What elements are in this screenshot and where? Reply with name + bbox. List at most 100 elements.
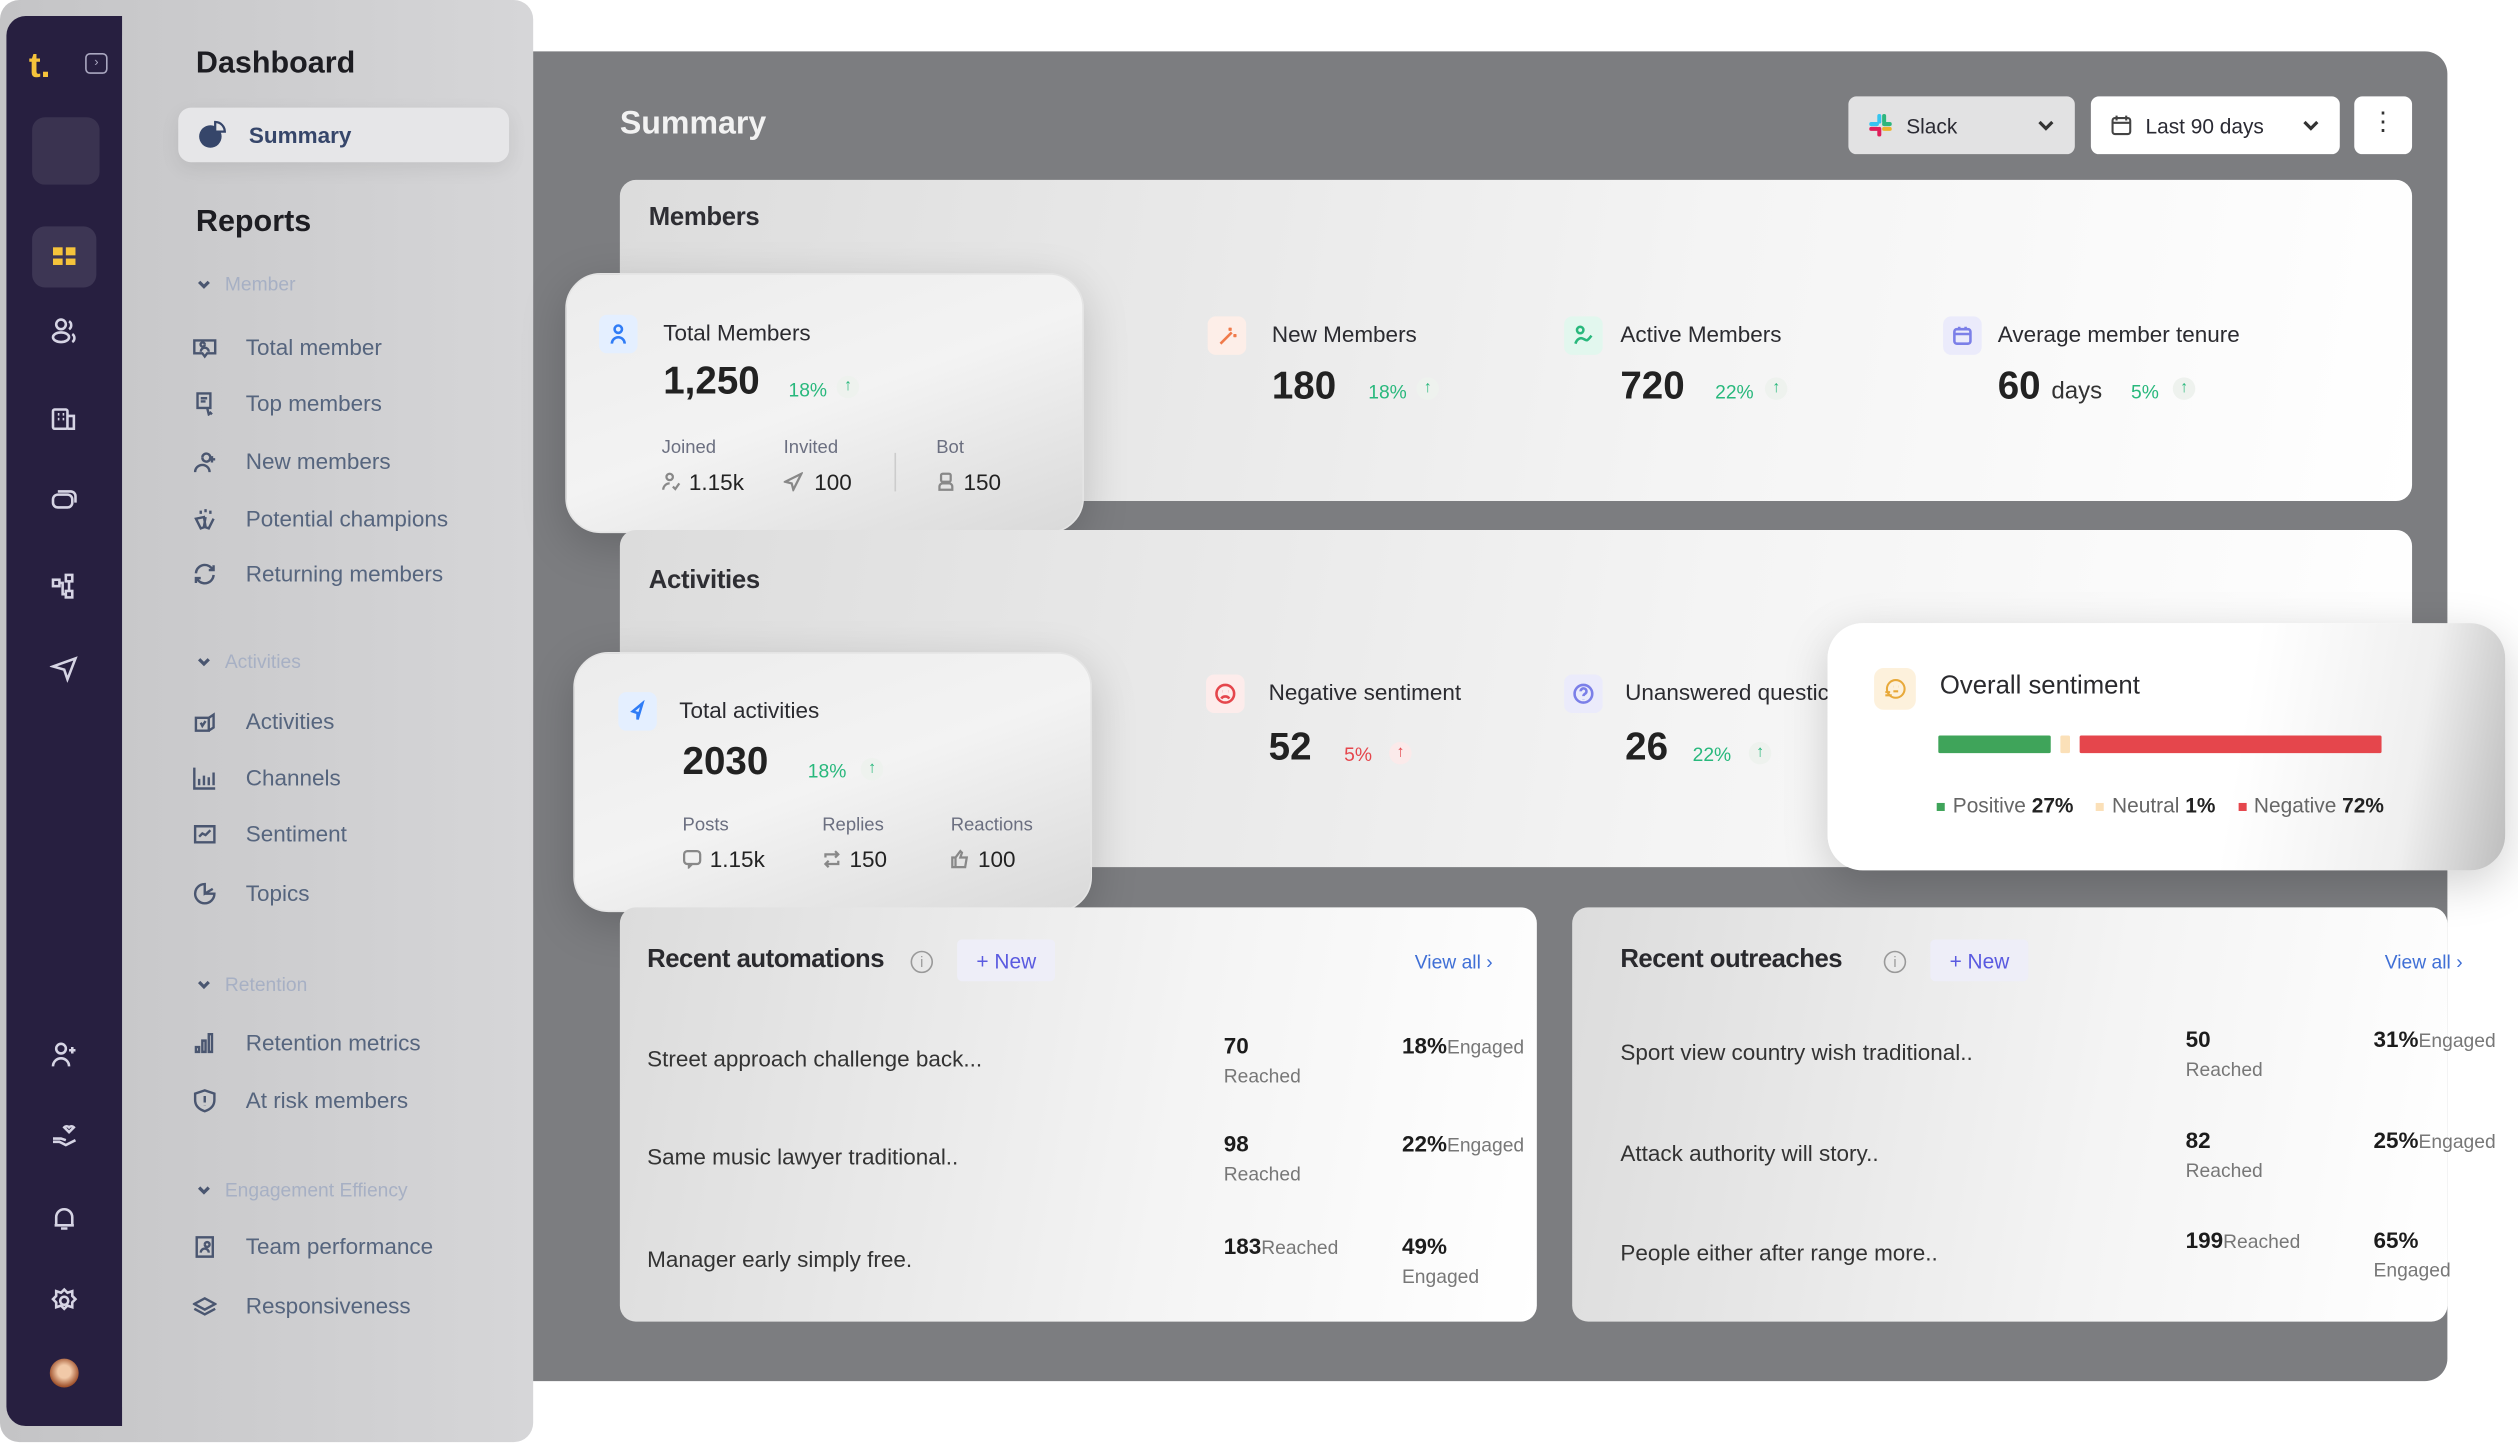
engaged-stat: 25%Engaged <box>2373 1127 2496 1154</box>
members-heading: Members <box>648 203 760 232</box>
workflow-icon[interactable] <box>32 557 96 615</box>
pie-icon <box>193 882 216 904</box>
badge-icon <box>195 1235 214 1258</box>
sidebar-group-toggle[interactable]: Activities <box>196 650 301 673</box>
calendar-icon <box>2111 115 2132 136</box>
activities-icon <box>194 711 215 732</box>
info-icon[interactable]: i <box>910 950 934 974</box>
chat-icon[interactable] <box>32 472 96 530</box>
reached-stat: 199Reached <box>2185 1226 2301 1253</box>
sidebar-group-toggle[interactable]: Engagement Effiency <box>196 1179 408 1201</box>
outreaches-heading: Recent outreaches <box>1620 945 1843 974</box>
care-icon[interactable] <box>32 1108 96 1166</box>
sentiment-title: Overall sentiment <box>1939 672 2140 701</box>
sad-face-icon <box>1206 674 1245 714</box>
bot-icon <box>938 472 954 491</box>
sidebar-item-at-risk-members[interactable]: At risk members <box>193 1087 408 1113</box>
sidebar-item-label: Summary <box>248 122 352 148</box>
sidebar-item-top-members[interactable]: Top members <box>193 390 382 416</box>
members-icon[interactable] <box>32 302 96 360</box>
engaged-stat: 49% Engaged <box>1401 1233 1480 1288</box>
automations-view-all-link[interactable]: View all › <box>1414 950 1493 974</box>
dashboard-icon[interactable] <box>32 226 97 288</box>
sidebar-group-toggle[interactable]: Retention <box>196 973 307 996</box>
sidebar-group-toggle[interactable]: Member <box>196 273 296 295</box>
legend-negative: Negative 72% <box>2237 793 2384 817</box>
sentiment-chat-icon <box>1874 668 1916 710</box>
sidebar-item-topics[interactable]: Topics <box>193 880 309 906</box>
divider <box>894 452 897 492</box>
certificate-icon <box>196 391 213 416</box>
comment-icon <box>682 850 702 869</box>
send-icon <box>783 472 803 492</box>
outreaches-view-all-link[interactable]: View all › <box>2384 950 2463 974</box>
sentiment-bar-negative <box>2079 735 2382 754</box>
active-user-icon <box>1564 316 1603 355</box>
info-icon[interactable]: i <box>1883 950 1907 974</box>
outreaches-row-name[interactable]: People either after range more.. <box>1620 1239 1938 1266</box>
user-avatar[interactable] <box>49 1358 79 1388</box>
sentiment-legend: Positive 27% Neutral 1% Negative 72% <box>1936 793 2384 817</box>
sidebar-item-returning-members[interactable]: Returning members <box>193 560 443 586</box>
kebab-icon: ⋮ <box>2370 109 2397 137</box>
sidebar-item-channels[interactable]: Channels <box>193 764 341 790</box>
magic-wand-icon <box>1207 316 1247 355</box>
chevron-right-icon: › <box>1486 950 1493 974</box>
reports-heading: Reports <box>195 205 312 240</box>
expand-sidebar-icon[interactable]: › <box>85 52 108 74</box>
shield-icon <box>193 1088 216 1112</box>
id-card-icon <box>193 338 217 358</box>
repeat-icon <box>823 850 840 868</box>
sidebar-item-responsiveness[interactable]: Responsiveness <box>192 1293 411 1318</box>
platform-dropdown[interactable]: Slack <box>1848 96 2075 155</box>
sidebar-item-new-members[interactable]: New members <box>193 448 391 474</box>
reached-stat: 82 Reached <box>2185 1127 2263 1182</box>
arrow-up-icon: ↑ <box>860 757 884 781</box>
sidebar-item-potential-champions[interactable]: Potential champions <box>193 506 448 532</box>
sidebar-item-total-member[interactable]: Total member <box>193 334 382 360</box>
sidebar-item-activities[interactable]: Activities <box>193 708 334 734</box>
total-members-card[interactable] <box>565 273 1084 534</box>
send-icon[interactable] <box>32 639 96 697</box>
building-icon[interactable] <box>32 390 96 448</box>
add-user-icon <box>193 451 216 472</box>
automations-row-name[interactable]: Same music lawyer traditional.. <box>647 1143 959 1170</box>
recent-automations-panel <box>619 907 1537 1322</box>
refresh-icon <box>194 562 215 584</box>
outreaches-row-name[interactable]: Sport view country wish traditional.. <box>1620 1039 1973 1065</box>
bell-icon[interactable] <box>32 1190 96 1248</box>
question-icon <box>1564 674 1603 714</box>
chart-icon <box>193 766 216 789</box>
automations-new-button[interactable]: + New <box>957 939 1056 982</box>
arrow-up-icon: ↑ <box>2172 377 2196 400</box>
icon-rail: t. › <box>6 16 123 1427</box>
send-icon <box>618 692 657 731</box>
automations-row-name[interactable]: Manager early simply free. <box>647 1246 913 1272</box>
outreaches-row-name[interactable]: Attack authority will story.. <box>1620 1140 1879 1166</box>
total-activities-card[interactable] <box>573 651 1093 913</box>
arrow-up-icon: ↑ <box>1416 377 1439 400</box>
champions-icon <box>194 508 215 530</box>
arrow-up-icon: ↑ <box>1764 377 1788 400</box>
chevron-down-icon <box>197 280 210 289</box>
sidebar-item-sentiment[interactable]: Sentiment <box>193 821 347 846</box>
workspace-avatar[interactable] <box>32 117 100 185</box>
sentiment-bar-positive <box>1938 735 2052 754</box>
arrow-up-icon: ↑ <box>836 375 860 399</box>
bars-icon <box>194 1032 214 1053</box>
sidebar-item-retention-metrics[interactable]: Retention metrics <box>193 1029 421 1055</box>
outreaches-new-button[interactable]: + New <box>1930 939 2029 982</box>
user-check-icon <box>662 472 681 491</box>
user-icon <box>599 314 638 354</box>
more-options-button[interactable]: ⋮ <box>2354 96 2413 155</box>
sidebar-item-team-performance[interactable]: Team performance <box>193 1233 433 1259</box>
reached-stat: 50 Reached <box>2185 1026 2263 1081</box>
date-range-dropdown[interactable]: Last 90 days <box>2090 96 2340 155</box>
legend-neutral: Neutral 1% <box>2096 793 2215 817</box>
sidebar-item-summary[interactable]: Summary <box>178 107 510 163</box>
automations-row-name[interactable]: Street approach challenge back... <box>647 1045 983 1072</box>
thumbs-up-icon <box>951 849 969 869</box>
add-user-icon[interactable] <box>32 1026 96 1084</box>
settings-icon[interactable] <box>32 1272 96 1330</box>
engaged-stat: 31%Engaged <box>2373 1026 2496 1052</box>
